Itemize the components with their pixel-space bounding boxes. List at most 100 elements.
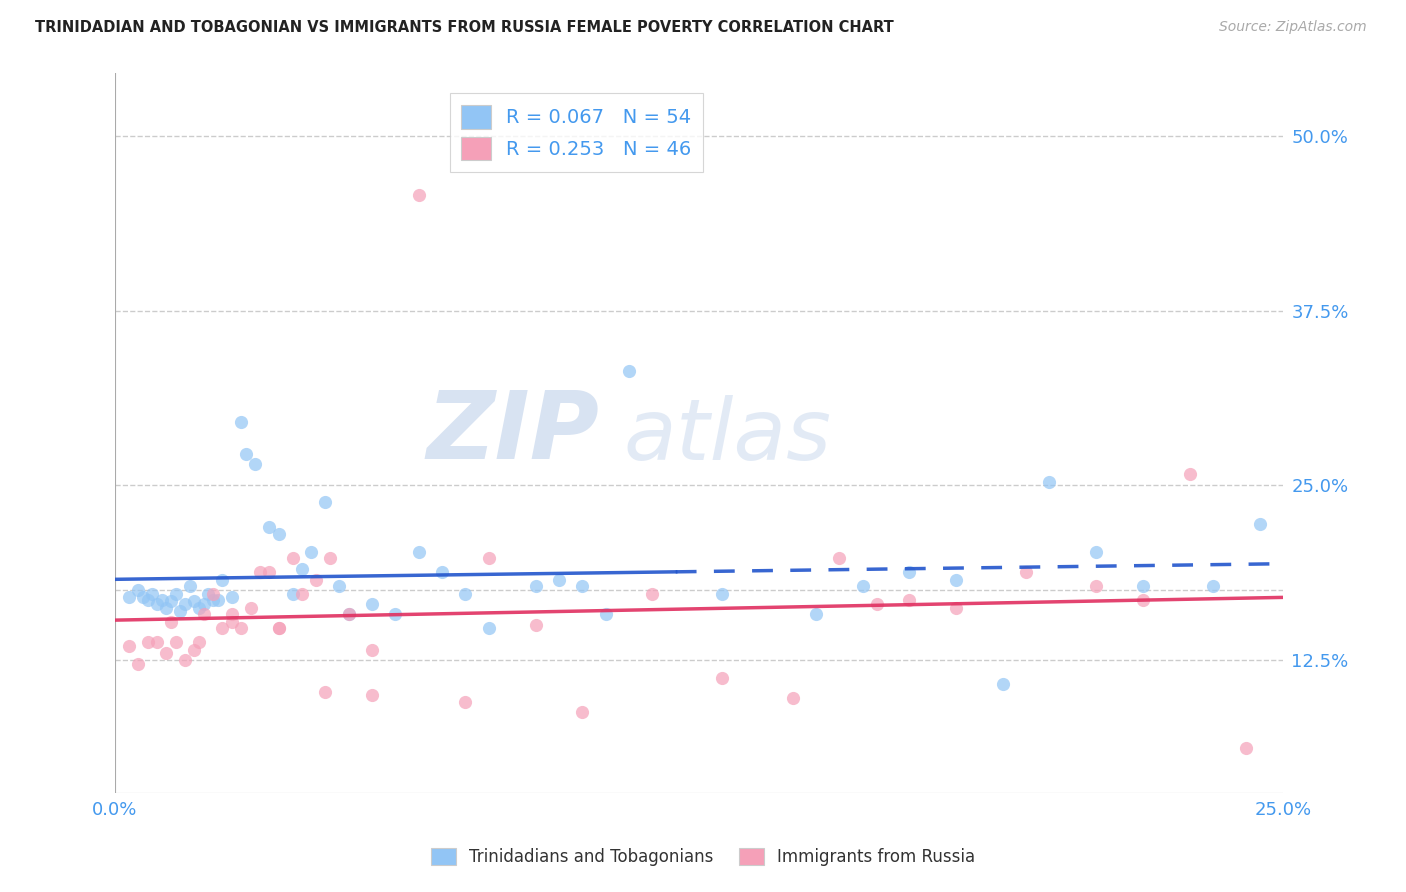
Point: [314, 685, 336, 699]
Point: [898, 565, 921, 579]
Point: [179, 579, 201, 593]
Point: [235, 448, 257, 462]
Point: [183, 594, 205, 608]
Point: [169, 604, 191, 618]
Point: [165, 587, 187, 601]
Point: [711, 671, 734, 685]
Point: [249, 565, 271, 579]
Point: [1249, 517, 1271, 532]
Point: [243, 457, 266, 471]
Point: [136, 592, 159, 607]
Point: [384, 607, 406, 621]
Point: [571, 579, 593, 593]
Point: [454, 695, 477, 709]
Point: [146, 634, 169, 648]
Point: [524, 618, 547, 632]
Point: [202, 587, 225, 601]
Point: [828, 550, 851, 565]
Point: [211, 621, 233, 635]
Point: [571, 705, 593, 719]
Point: [231, 621, 253, 635]
Point: [314, 495, 336, 509]
Point: [291, 562, 314, 576]
Point: [478, 621, 501, 635]
Point: [361, 643, 384, 657]
Point: [1085, 545, 1108, 559]
Point: [299, 545, 322, 559]
Point: [337, 607, 360, 621]
Point: [127, 582, 149, 597]
Point: [202, 592, 225, 607]
Point: [782, 690, 804, 705]
Point: [945, 574, 967, 588]
Point: [197, 587, 219, 601]
Point: [146, 597, 169, 611]
Point: [1132, 579, 1154, 593]
Point: [160, 615, 183, 630]
Point: [188, 601, 211, 615]
Point: [1132, 592, 1154, 607]
Point: [174, 653, 197, 667]
Point: [337, 607, 360, 621]
Point: [118, 590, 141, 604]
Text: Source: ZipAtlas.com: Source: ZipAtlas.com: [1219, 20, 1367, 34]
Point: [524, 579, 547, 593]
Point: [150, 592, 173, 607]
Point: [1178, 467, 1201, 481]
Point: [305, 574, 328, 588]
Point: [136, 634, 159, 648]
Point: [211, 574, 233, 588]
Text: ZIP: ZIP: [427, 387, 600, 479]
Point: [221, 590, 243, 604]
Point: [281, 550, 304, 565]
Point: [595, 607, 617, 621]
Legend: R = 0.067   N = 54, R = 0.253   N = 46: R = 0.067 N = 54, R = 0.253 N = 46: [450, 94, 703, 172]
Point: [160, 594, 183, 608]
Point: [221, 615, 243, 630]
Point: [454, 587, 477, 601]
Point: [207, 592, 229, 607]
Point: [118, 639, 141, 653]
Point: [361, 597, 384, 611]
Point: [430, 565, 453, 579]
Point: [1234, 741, 1257, 756]
Point: [174, 597, 197, 611]
Point: [1015, 565, 1038, 579]
Point: [641, 587, 664, 601]
Point: [804, 607, 827, 621]
Point: [267, 527, 290, 541]
Point: [127, 657, 149, 672]
Point: [165, 634, 187, 648]
Point: [281, 587, 304, 601]
Point: [617, 364, 640, 378]
Point: [319, 550, 342, 565]
Point: [155, 601, 177, 615]
Point: [267, 621, 290, 635]
Point: [478, 550, 501, 565]
Point: [155, 646, 177, 660]
Point: [1202, 579, 1225, 593]
Point: [328, 579, 350, 593]
Point: [361, 688, 384, 702]
Point: [1038, 475, 1060, 490]
Point: [183, 643, 205, 657]
Point: [898, 592, 921, 607]
Point: [239, 601, 262, 615]
Point: [221, 607, 243, 621]
Point: [852, 579, 875, 593]
Point: [945, 601, 967, 615]
Text: TRINIDADIAN AND TOBAGONIAN VS IMMIGRANTS FROM RUSSIA FEMALE POVERTY CORRELATION : TRINIDADIAN AND TOBAGONIAN VS IMMIGRANTS…: [35, 20, 894, 35]
Point: [711, 587, 734, 601]
Point: [548, 574, 571, 588]
Point: [408, 545, 430, 559]
Point: [1085, 579, 1108, 593]
Text: atlas: atlas: [623, 395, 831, 478]
Legend: Trinidadians and Tobagonians, Immigrants from Russia: Trinidadians and Tobagonians, Immigrants…: [425, 841, 981, 873]
Point: [188, 634, 211, 648]
Point: [132, 590, 155, 604]
Point: [865, 597, 887, 611]
Point: [193, 607, 215, 621]
Point: [257, 565, 280, 579]
Point: [991, 676, 1014, 690]
Point: [231, 415, 253, 429]
